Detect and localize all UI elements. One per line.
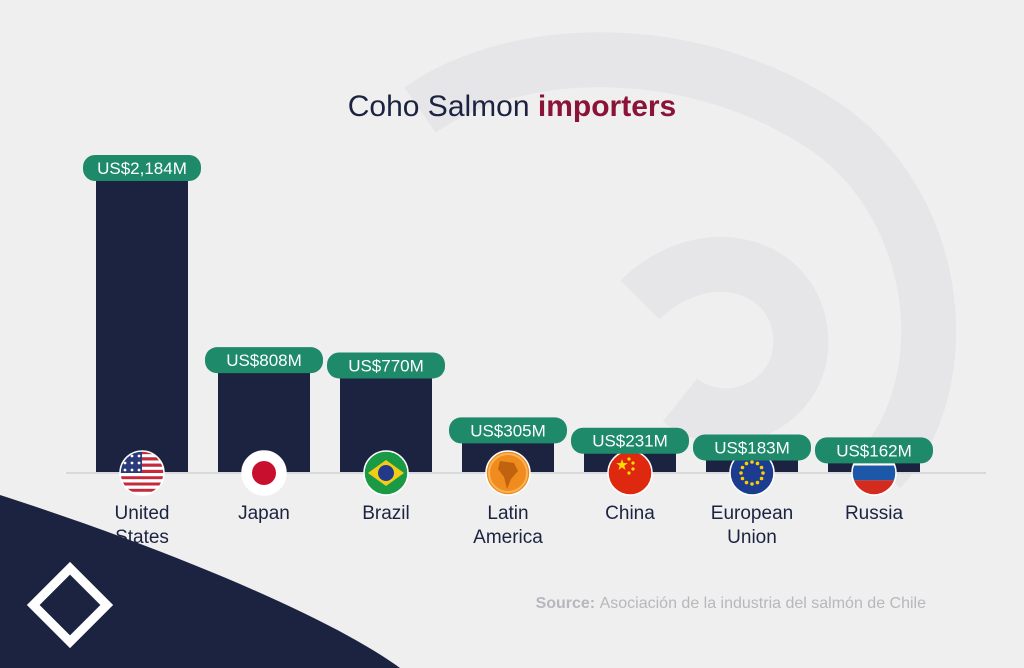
data-label: US$808M [205,347,323,374]
chart-title-highlight: importers [538,90,676,123]
chart-title-regular: Coho Salmon [348,90,530,123]
data-label-text: US$770M [348,356,424,375]
data-label-text: US$305M [470,421,546,440]
source-note: Source: Asociación de la industria del s… [536,595,927,612]
bar [96,168,188,473]
labels-layer: US$2,184M US$808M US$770M US$305M US$231M US$… [83,155,933,464]
background-watermark [404,32,957,489]
category-label: Latin America [473,503,543,548]
source-prefix: Source: [536,595,596,612]
data-label: US$770M [327,352,445,379]
chart-title: Coho Salmon importers [348,90,677,123]
china-flag-icon [607,450,653,496]
data-label: US$231M [571,427,689,454]
japan-flag-icon [241,450,287,496]
data-label-pill [205,347,323,374]
data-label-pill [449,417,567,444]
data-label-text: US$2,184M [97,159,187,178]
source-text: Asociación de la industria del salmón de… [600,595,927,612]
data-label-text: US$183M [714,438,790,457]
category-label: Brazil [362,503,410,524]
category-label: China [605,503,655,524]
data-label-text: US$162M [836,441,912,460]
us-flag-icon [119,450,165,496]
data-label: US$162M [815,437,933,464]
data-label: US$305M [449,417,567,444]
brazil-flag-icon [363,450,409,496]
data-label-pill [571,427,689,454]
data-label: US$183M [693,434,811,461]
data-label-pill [327,352,445,379]
flags-layer [119,450,897,496]
brand-corner [0,495,400,668]
data-label-pill [815,437,933,464]
data-label-pill [693,434,811,461]
category-label: Russia [845,503,904,524]
data-label: US$2,184M [83,155,201,181]
category-label: Japan [238,503,290,524]
category-label: European Union [711,503,793,548]
latin-america-icon [485,450,531,496]
data-label-text: US$231M [592,432,668,451]
data-label-text: US$808M [226,351,302,370]
data-label-pill [83,155,201,181]
brand-logo-icon [26,561,114,649]
